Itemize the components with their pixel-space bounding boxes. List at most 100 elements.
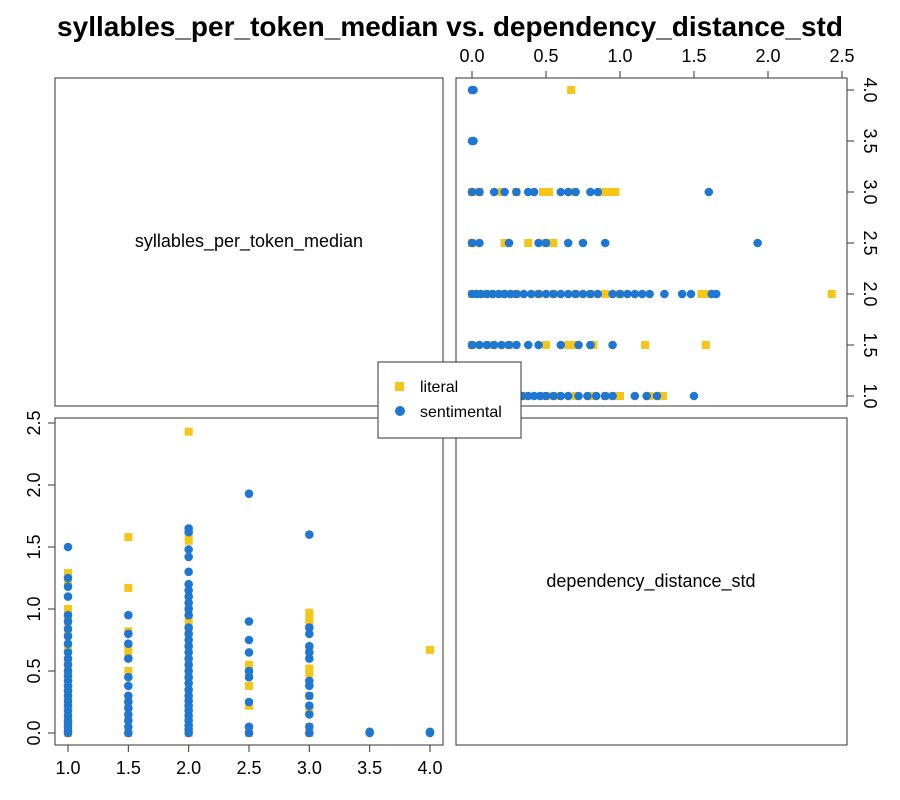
point-literal [601,290,610,298]
point-sentimental [184,691,193,701]
point-sentimental [184,641,193,651]
point-sentimental [686,289,696,299]
point-sentimental [244,666,254,676]
point-sentimental [365,727,374,737]
point-sentimental [534,238,543,248]
legend-literal-label: literal [420,379,458,396]
point-sentimental [630,391,640,401]
point-sentimental [244,617,254,626]
point-sentimental [305,722,314,732]
point-literal [124,583,133,592]
point-sentimental [592,391,601,401]
point-sentimental [489,340,499,350]
point-literal [524,239,533,247]
point-sentimental [467,238,477,248]
point-sentimental [600,238,610,248]
point-sentimental [677,289,687,299]
right-axis-tick-label: 1.0 [860,383,880,408]
point-sentimental [63,666,73,676]
point-sentimental [244,722,254,732]
point-sentimental [63,617,73,626]
point-sentimental [244,648,254,657]
left-axis-tick-label: 0.5 [24,658,44,683]
point-sentimental [244,728,254,738]
right-axis-tick-label: 3.0 [860,179,880,204]
point-sentimental [523,391,533,401]
point-sentimental [586,340,595,350]
legend-literal-marker [395,382,404,391]
point-sentimental [63,631,73,641]
point-sentimental [184,672,193,682]
point-sentimental [574,391,583,401]
point-sentimental [305,676,314,686]
panel-dependency-diagonal: dependency_distance_std [455,417,848,746]
point-sentimental [184,579,193,589]
point-sentimental [63,639,73,649]
point-sentimental [184,679,193,688]
point-sentimental [593,187,603,197]
point-sentimental [184,666,193,676]
bottom-axis-tick-label: 2.0 [176,758,201,778]
top-axis-tick-label: 2.0 [755,46,780,66]
point-sentimental [523,187,533,197]
point-sentimental [630,289,640,299]
point-sentimental [124,610,133,620]
point-sentimental [608,289,617,299]
legend-sentimental-label: sentimental [420,404,502,421]
point-sentimental [512,289,521,299]
point-sentimental [467,187,477,197]
point-sentimental [184,567,193,577]
point-sentimental [124,722,133,732]
point-literal [542,341,550,349]
bottom-axis-tick-label: 3.0 [297,758,322,778]
point-literal [611,188,620,196]
point-sentimental [184,604,193,614]
point-literal [616,392,624,400]
point-sentimental [124,672,133,682]
point-sentimental [124,703,133,713]
point-literal [604,188,613,196]
point-sentimental [63,654,73,663]
diagonal-label-dependency: dependency_distance_std [546,571,755,592]
point-literal [564,341,573,349]
point-sentimental [615,289,625,299]
point-sentimental [652,391,662,401]
point-sentimental [583,391,592,401]
point-sentimental [549,289,558,299]
point-literal [539,188,548,196]
point-literal [305,664,314,673]
point-sentimental [753,238,762,248]
point-literal [567,86,576,94]
point-sentimental [305,654,314,663]
right-axis-tick-label: 2.0 [860,281,880,306]
left-axis-tick-label: 2.5 [24,410,44,435]
point-sentimental [305,530,314,539]
point-sentimental [600,391,610,401]
point-sentimental [529,187,539,197]
point-sentimental [124,728,133,738]
point-sentimental [244,489,254,498]
point-sentimental [124,697,133,707]
right-axis-tick-label: 1.5 [860,332,880,357]
panel-syllables-diagonal: syllables_per_token_median [54,77,444,407]
left-axis-tick-label: 1.5 [24,534,44,559]
point-sentimental [184,660,193,670]
point-sentimental [549,391,558,401]
point-literal [245,681,253,690]
point-sentimental [563,187,573,197]
point-sentimental [425,727,435,737]
point-sentimental [574,340,583,350]
point-sentimental [704,187,714,197]
top-axis-tick-label: 0.0 [459,46,484,66]
point-sentimental [63,582,73,591]
point-literal [305,614,314,623]
left-axis-tick-label: 0.0 [24,720,44,745]
point-sentimental [63,610,73,620]
point-sentimental [476,289,486,299]
point-sentimental [526,289,536,299]
point-sentimental [482,340,492,350]
point-sentimental [556,391,566,401]
point-sentimental [124,691,133,701]
point-literal [124,533,133,542]
point-literal [544,188,553,196]
